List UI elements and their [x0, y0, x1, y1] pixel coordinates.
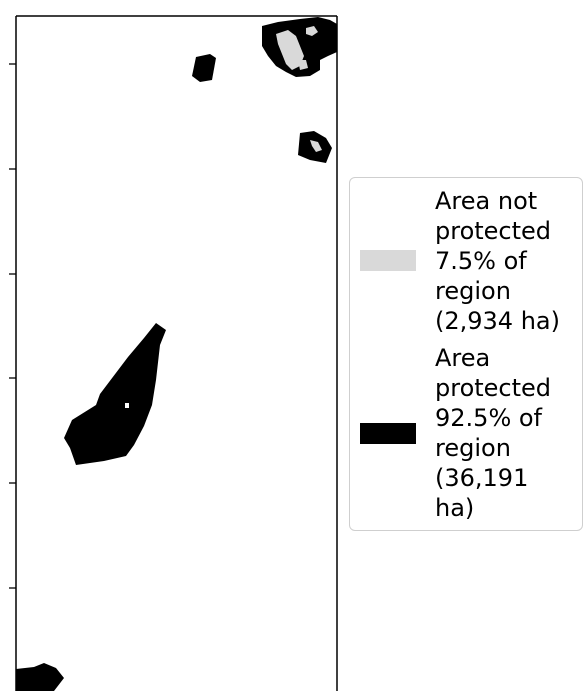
legend-line: 92.5% of [435, 404, 543, 432]
unprotected-area [125, 403, 129, 408]
legend-line: (2,934 ha) [435, 307, 560, 335]
legend: Area not protected 7.5% of region (2,934… [349, 177, 583, 531]
legend-swatch-protected [360, 423, 416, 444]
unprotected-area [306, 26, 318, 36]
region-patch-bottom-left [16, 663, 64, 691]
unprotected-area [298, 60, 308, 70]
y-axis-ticks [9, 63, 16, 589]
legend-label-protected: Area protected 92.5% of region (36,191 h… [435, 343, 583, 523]
legend-line: protected [435, 374, 552, 402]
region-patch-central [64, 323, 166, 465]
legend-line: 7.5% of [435, 247, 527, 275]
legend-line: protected [435, 217, 552, 245]
unprotected-area [310, 140, 322, 152]
legend-line: ha) [435, 494, 475, 522]
map-frame [15, 15, 338, 691]
protected-area [192, 54, 216, 82]
legend-swatch-not-protected [360, 250, 416, 271]
region-patch-right [298, 131, 332, 163]
legend-label-not-protected: Area not protected 7.5% of region (2,934… [435, 186, 583, 336]
legend-line: region [435, 277, 511, 305]
protected-area [16, 663, 64, 691]
legend-line: (36,191 [435, 464, 529, 492]
unprotected-area [276, 30, 304, 70]
legend-line: Area [435, 344, 491, 372]
legend-line: Area not [435, 187, 538, 215]
legend-line: region [435, 434, 511, 462]
protected-area [64, 323, 166, 465]
region-patch-small-square [192, 54, 216, 82]
region-patch-top-right [262, 17, 337, 77]
